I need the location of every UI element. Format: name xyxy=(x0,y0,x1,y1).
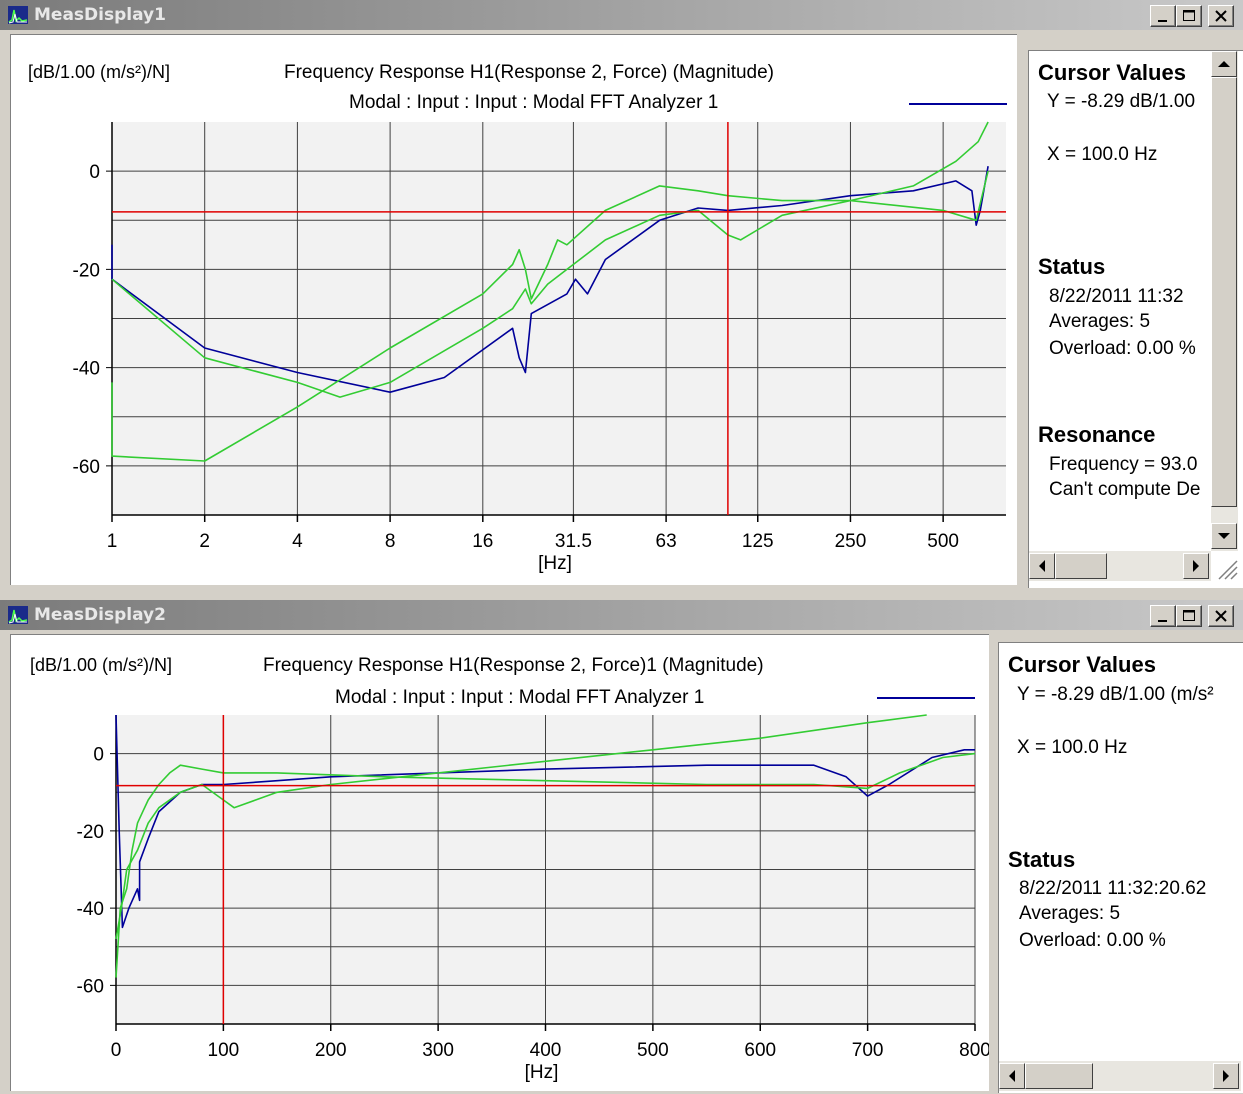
plot-2-panel: [dB/1.00 (m/s²)/N] Frequency Response H1… xyxy=(10,634,989,1091)
x-tick-label: 200 xyxy=(315,1040,347,1061)
x-tick-label: 250 xyxy=(835,531,867,552)
spectrum-app-icon xyxy=(8,6,28,24)
x-axis-unit-label: [Hz] xyxy=(525,1062,559,1083)
window-2-title: MeasDisplay2 xyxy=(34,605,166,625)
green-trace xyxy=(111,170,989,462)
maximize-button[interactable] xyxy=(1176,605,1202,627)
side-panel-2: Cursor Values Y = -8.29 dB/1.00 (m/s² X … xyxy=(998,642,1243,1093)
status-overload: Overload: 0.00 % xyxy=(1019,930,1166,951)
status-heading: Status xyxy=(1038,254,1106,279)
resonance-damping: Can't compute De xyxy=(1049,479,1201,500)
x-tick-label: 16 xyxy=(472,531,493,552)
meas-display-2-window: MeasDisplay2 [dB/1.00 (m/s²)/N] Frequenc… xyxy=(0,600,1243,1094)
side-panel-1-vertical-scrollbar[interactable] xyxy=(1211,51,1238,551)
horizontal-scroll-thumb[interactable] xyxy=(1055,553,1107,579)
plot-2-subtitle: Modal : Input : Input : Modal FFT Analyz… xyxy=(335,687,705,708)
minimize-button[interactable] xyxy=(1150,5,1176,27)
plot-2-chart[interactable]: 0 -20 -40 -60 0 100 200 300 400 500 600 700 800 [Hz] xyxy=(11,635,989,1091)
spectrum-app-icon xyxy=(8,606,28,624)
x-axis-unit-label: [Hz] xyxy=(538,553,572,574)
plot-1-chart[interactable]: 0 -20 -40 -60 1 2 4 8 16 31.5 63 125 250 500 [Hz] xyxy=(11,35,1017,585)
x-tick-label: 63 xyxy=(656,531,677,552)
plot-2-y-unit-label: [dB/1.00 (m/s²)/N] xyxy=(30,655,173,675)
status-heading: Status xyxy=(1008,847,1076,872)
x-tick-label: 400 xyxy=(530,1040,562,1061)
x-tick-label: 500 xyxy=(637,1040,669,1061)
status-averages: Averages: 5 xyxy=(1049,311,1151,332)
cursor-values-heading: Cursor Values xyxy=(1038,60,1186,85)
x-tick-label: 125 xyxy=(742,531,774,552)
x-tick-label: 2 xyxy=(199,531,210,552)
x-tick-label: 1 xyxy=(107,531,118,552)
x-tick-label: 31.5 xyxy=(555,531,592,552)
close-button[interactable] xyxy=(1208,5,1234,27)
blue-trace xyxy=(115,714,975,929)
green-trace xyxy=(115,714,927,940)
plot-1-legend-line xyxy=(909,103,1007,105)
x-tick-label: 4 xyxy=(292,531,303,552)
green-trace xyxy=(115,752,976,978)
plot-2-legend-line xyxy=(877,697,975,699)
y-tick-label: -60 xyxy=(73,457,100,478)
green-trace xyxy=(111,121,989,398)
cursor-y-value: Y = -8.29 dB/1.00 xyxy=(1047,91,1196,112)
x-tick-label: 800 xyxy=(959,1040,989,1061)
cursor-values-heading: Cursor Values xyxy=(1008,652,1156,677)
x-tick-label: 8 xyxy=(385,531,396,552)
x-tick-label: 0 xyxy=(111,1040,122,1061)
resonance-frequency: Frequency = 93.0 xyxy=(1049,454,1198,475)
scroll-left-button[interactable] xyxy=(999,1063,1025,1089)
status-timestamp: 8/22/2011 11:32 xyxy=(1049,286,1184,307)
scroll-up-button[interactable] xyxy=(1211,51,1237,77)
plot-1-title: Frequency Response H1(Response 2, Force)… xyxy=(284,62,775,83)
plot-1-panel: [dB/1.00 (m/s²)/N] Frequency Response H1… xyxy=(10,34,1017,585)
scroll-left-button[interactable] xyxy=(1029,553,1055,579)
y-tick-label: -20 xyxy=(77,822,104,843)
status-overload: Overload: 0.00 % xyxy=(1049,338,1196,359)
y-tick-label: 0 xyxy=(89,162,100,183)
window-1-title: MeasDisplay1 xyxy=(34,5,166,25)
y-tick-label: -60 xyxy=(77,976,104,997)
side-panel-1: Cursor Values Y = -8.29 dB/1.00 X = 100.… xyxy=(1028,50,1243,588)
plot-1-y-unit-label: [dB/1.00 (m/s²)/N] xyxy=(28,62,171,82)
cursor-y-value: Y = -8.29 dB/1.00 (m/s² xyxy=(1017,684,1214,705)
scroll-right-button[interactable] xyxy=(1213,1063,1239,1089)
blue-trace xyxy=(111,166,989,394)
window-2-titlebar[interactable]: MeasDisplay2 xyxy=(0,600,1243,630)
close-button[interactable] xyxy=(1208,605,1234,627)
scroll-right-button[interactable] xyxy=(1183,553,1209,579)
y-tick-label: -40 xyxy=(73,359,100,380)
side-panel-2-horizontal-scrollbar[interactable] xyxy=(999,1061,1241,1091)
x-tick-label: 500 xyxy=(927,531,959,552)
meas-display-1-window: MeasDisplay1 [dB/1.00 (m/s²)/N] Frequenc… xyxy=(0,0,1243,590)
plot-1-subtitle: Modal : Input : Input : Modal FFT Analyz… xyxy=(349,92,719,113)
x-tick-label: 300 xyxy=(422,1040,454,1061)
vertical-scroll-thumb[interactable] xyxy=(1211,77,1237,507)
y-tick-label: -20 xyxy=(73,260,100,281)
status-timestamp: 8/22/2011 11:32:20.62 xyxy=(1019,878,1207,899)
horizontal-scroll-thumb[interactable] xyxy=(1025,1063,1093,1089)
maximize-button[interactable] xyxy=(1176,5,1202,27)
scroll-down-button[interactable] xyxy=(1211,523,1237,549)
side-panel-1-horizontal-scrollbar[interactable] xyxy=(1029,551,1211,581)
plot-2-title: Frequency Response H1(Response 2, Force)… xyxy=(263,655,764,676)
window-1-titlebar[interactable]: MeasDisplay1 xyxy=(0,0,1243,30)
resize-grip-icon[interactable] xyxy=(1213,555,1239,581)
resonance-heading: Resonance xyxy=(1038,422,1156,447)
y-tick-label: 0 xyxy=(93,745,104,766)
cursor-x-value: X = 100.0 Hz xyxy=(1017,737,1128,758)
cursor-x-value: X = 100.0 Hz xyxy=(1047,144,1158,165)
status-averages: Averages: 5 xyxy=(1019,903,1121,924)
minimize-button[interactable] xyxy=(1150,605,1176,627)
x-tick-label: 700 xyxy=(852,1040,884,1061)
x-tick-label: 100 xyxy=(208,1040,240,1061)
y-tick-label: -40 xyxy=(77,899,104,920)
x-tick-label: 600 xyxy=(744,1040,776,1061)
